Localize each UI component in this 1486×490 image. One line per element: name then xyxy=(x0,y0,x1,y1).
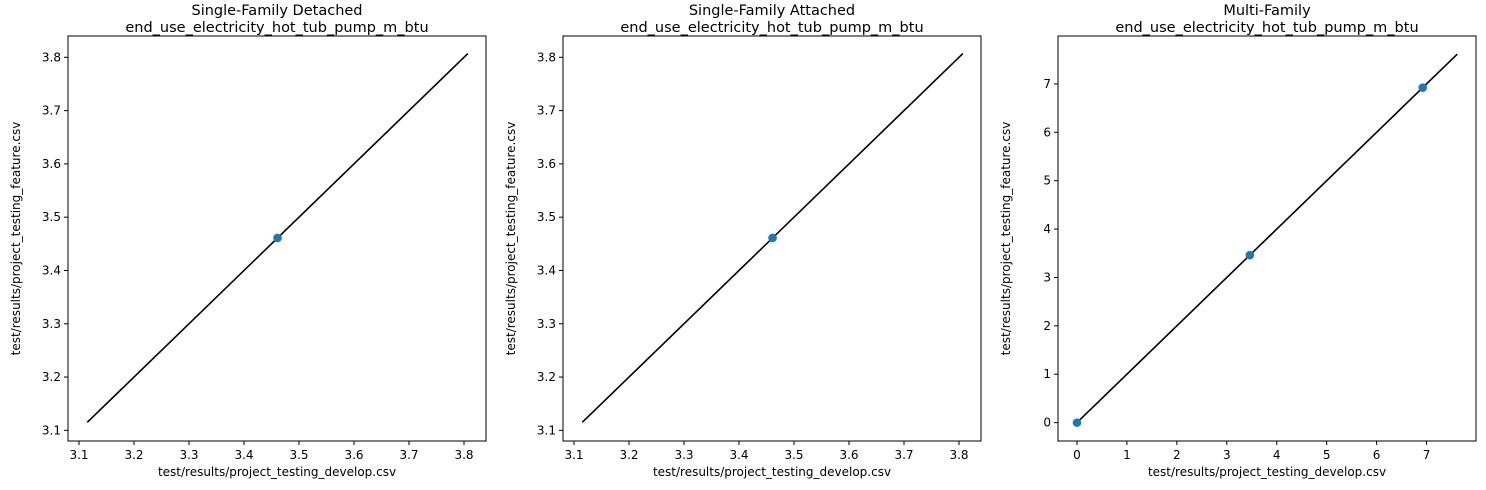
y-tick-label: 3.7 xyxy=(42,104,61,118)
chart-panel-1: Single-Family Detachedend_use_electricit… xyxy=(9,3,487,479)
x-tick-label: 7 xyxy=(1423,448,1431,462)
y-tick-label: 3.7 xyxy=(537,104,556,118)
chart-subtitle: end_use_electricity_hot_tub_pump_m_btu xyxy=(620,20,923,36)
y-tick-label: 5 xyxy=(1043,174,1051,188)
x-tick-label: 1 xyxy=(1123,448,1131,462)
y-tick-label: 3.6 xyxy=(537,157,556,171)
x-tick-label: 3.8 xyxy=(454,448,473,462)
x-tick-label: 6 xyxy=(1373,448,1381,462)
y-tick-label: 0 xyxy=(1043,416,1051,430)
y-tick-label: 3.5 xyxy=(537,210,556,224)
x-tick-label: 3.7 xyxy=(894,448,913,462)
x-tick-label: 3.6 xyxy=(344,448,363,462)
chart-subtitle: end_use_electricity_hot_tub_pump_m_btu xyxy=(125,20,428,36)
y-tick-label: 1 xyxy=(1043,367,1051,381)
y-tick-label: 3.3 xyxy=(42,317,61,331)
data-point-2 xyxy=(1245,250,1255,260)
x-tick-label: 3.7 xyxy=(399,448,418,462)
y-tick-label: 3.8 xyxy=(42,50,61,64)
y-tick-label: 7 xyxy=(1043,77,1051,91)
x-tick-label: 3.1 xyxy=(69,448,88,462)
chart-title: Single-Family Detached xyxy=(191,3,362,19)
chart-subtitle: end_use_electricity_hot_tub_pump_m_btu xyxy=(1115,20,1418,36)
x-tick-label: 3 xyxy=(1223,448,1231,462)
y-tick-label: 3.6 xyxy=(42,157,61,171)
y-tick-label: 3.2 xyxy=(42,370,61,384)
reference-line xyxy=(1076,53,1458,424)
x-tick-label: 3.8 xyxy=(949,448,968,462)
y-tick-label: 3.1 xyxy=(537,423,556,437)
x-tick-label: 3.3 xyxy=(674,448,693,462)
chart-title: Multi-Family xyxy=(1223,3,1311,19)
x-tick-label: 3.4 xyxy=(729,448,748,462)
x-axis-label: test/results/project_testing_develop.csv xyxy=(653,465,891,479)
x-tick-label: 3.2 xyxy=(124,448,143,462)
axes-frame xyxy=(67,35,487,442)
x-tick-label: 4 xyxy=(1273,448,1281,462)
x-axis-label: test/results/project_testing_develop.csv xyxy=(1148,465,1386,479)
y-tick-label: 3.2 xyxy=(537,370,556,384)
y-tick-label: 3.5 xyxy=(42,210,61,224)
y-tick-label: 3.4 xyxy=(537,263,556,277)
x-tick-label: 3.5 xyxy=(784,448,803,462)
chart-panel-2: Single-Family Attachedend_use_electricit… xyxy=(504,3,982,479)
x-tick-label: 3.4 xyxy=(234,448,253,462)
y-tick-label: 6 xyxy=(1043,125,1051,139)
data-point-3 xyxy=(1418,83,1427,92)
y-tick-label: 3.3 xyxy=(537,317,556,331)
chart-panel-3: Multi-Familyend_use_electricity_hot_tub_… xyxy=(999,3,1477,479)
axes-frame xyxy=(1057,35,1477,442)
x-tick-label: 3.3 xyxy=(179,448,198,462)
y-tick-label: 3.4 xyxy=(42,263,61,277)
y-tick-label: 3.8 xyxy=(537,50,556,64)
x-tick-label: 3.5 xyxy=(289,448,308,462)
x-tick-label: 3.2 xyxy=(619,448,638,462)
y-tick-label: 3.1 xyxy=(42,423,61,437)
y-tick-label: 2 xyxy=(1043,319,1051,333)
x-tick-label: 5 xyxy=(1323,448,1331,462)
x-tick-label: 3.6 xyxy=(839,448,858,462)
x-axis-label: test/results/project_testing_develop.csv xyxy=(158,465,396,479)
y-axis-label: test/results/project_testing_feature.csv xyxy=(504,122,518,356)
data-point-1 xyxy=(768,233,777,243)
x-tick-label: 0 xyxy=(1073,448,1081,462)
x-tick-label: 2 xyxy=(1173,448,1181,462)
data-point-1 xyxy=(1072,418,1082,427)
x-tick-label: 3.1 xyxy=(564,448,583,462)
axes-frame xyxy=(562,35,982,442)
y-axis-label: test/results/project_testing_feature.csv xyxy=(999,122,1013,356)
y-axis-label: test/results/project_testing_feature.csv xyxy=(9,122,23,356)
y-tick-label: 4 xyxy=(1043,222,1051,236)
chart-title: Single-Family Attached xyxy=(689,3,855,19)
y-tick-label: 3 xyxy=(1043,270,1051,284)
data-point-1 xyxy=(273,233,282,243)
